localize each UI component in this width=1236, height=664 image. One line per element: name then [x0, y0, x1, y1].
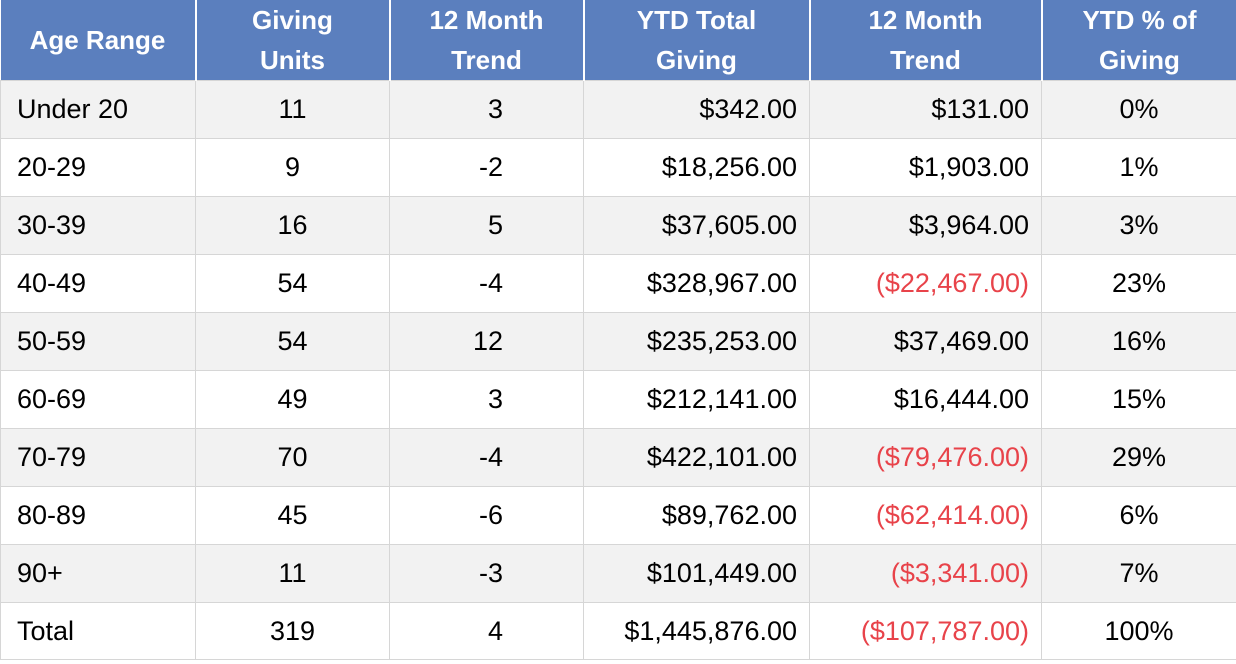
- header-giving-units: Giving Units: [195, 0, 391, 81]
- header-ytd-percent-of-giving: YTD % of Giving: [1041, 0, 1236, 81]
- header-12-month-trend: 12 Month Trend: [389, 0, 585, 81]
- header-text-line: Age Range: [29, 25, 166, 55]
- table-row: Total 319 4 $1,445,876.00 ($107,787.00) 100%: [0, 602, 1236, 660]
- header-text-line: Giving: [1099, 45, 1180, 75]
- cell-12-month-trend: -4: [389, 254, 584, 313]
- cell-ytd-total-giving: $18,256.00: [583, 138, 810, 197]
- header-text-line: YTD % of: [1082, 5, 1197, 35]
- table-row: Under 20 11 3 $342.00 $131.00 0%: [0, 80, 1236, 139]
- cell-ytd-total-giving: $89,762.00: [583, 486, 810, 545]
- cell-12-month-trend: -3: [389, 544, 584, 603]
- cell-12-month-trend-amount: $16,444.00: [809, 370, 1042, 429]
- cell-giving-units: 54: [195, 254, 390, 313]
- cell-ytd-total-giving: $212,141.00: [583, 370, 810, 429]
- cell-ytd-total-giving: $328,967.00: [583, 254, 810, 313]
- cell-12-month-trend-amount: $1,903.00: [809, 138, 1042, 197]
- table-row: 80-89 45 -6 $89,762.00 ($62,414.00) 6%: [0, 486, 1236, 545]
- header-12-month-trend-amount: 12 Month Trend: [809, 0, 1043, 81]
- cell-12-month-trend-amount: $131.00: [809, 80, 1042, 139]
- cell-ytd-percent: 15%: [1041, 370, 1236, 429]
- cell-ytd-total-giving: $37,605.00: [583, 196, 810, 255]
- table-row: 20-29 9 -2 $18,256.00 $1,903.00 1%: [0, 138, 1236, 197]
- table-header: Age Range Giving Units 12 Month Trend YTD Tot…: [0, 0, 1236, 81]
- cell-giving-units: 319: [195, 602, 390, 660]
- header-age-range: Age Range: [0, 0, 197, 81]
- cell-ytd-percent: 16%: [1041, 312, 1236, 371]
- header-text-line: 12 Month: [868, 5, 983, 35]
- cell-ytd-percent: 0%: [1041, 80, 1236, 139]
- cell-age-range: 30-39: [0, 196, 196, 255]
- table-row: 90+ 11 -3 $101,449.00 ($3,341.00) 7%: [0, 544, 1236, 603]
- table-body: Under 20 11 3 $342.00 $131.00 0% 20-29 9 -2 $18,2…: [0, 80, 1236, 660]
- header-text-line: YTD Total: [636, 5, 757, 35]
- cell-giving-units: 54: [195, 312, 390, 371]
- cell-ytd-percent: 7%: [1041, 544, 1236, 603]
- cell-age-range: Under 20: [0, 80, 196, 139]
- cell-12-month-trend-amount: ($62,414.00): [809, 486, 1042, 545]
- cell-ytd-percent: 3%: [1041, 196, 1236, 255]
- cell-12-month-trend-amount: ($79,476.00): [809, 428, 1042, 487]
- cell-giving-units: 70: [195, 428, 390, 487]
- cell-ytd-percent: 23%: [1041, 254, 1236, 313]
- cell-12-month-trend-amount: ($3,341.00): [809, 544, 1042, 603]
- cell-age-range: 40-49: [0, 254, 196, 313]
- cell-ytd-percent: 100%: [1041, 602, 1236, 660]
- cell-12-month-trend: -4: [389, 428, 584, 487]
- cell-age-range: 70-79: [0, 428, 196, 487]
- header-text-line: Giving: [656, 45, 737, 75]
- cell-giving-units: 11: [195, 544, 390, 603]
- cell-12-month-trend: 3: [389, 80, 584, 139]
- cell-ytd-total-giving: $422,101.00: [583, 428, 810, 487]
- cell-ytd-percent: 29%: [1041, 428, 1236, 487]
- cell-giving-units: 11: [195, 80, 390, 139]
- cell-ytd-total-giving: $342.00: [583, 80, 810, 139]
- cell-age-range: 60-69: [0, 370, 196, 429]
- header-ytd-total-giving: YTD Total Giving: [583, 0, 811, 81]
- cell-12-month-trend-amount: ($107,787.00): [809, 602, 1042, 660]
- table-row: 30-39 16 5 $37,605.00 $3,964.00 3%: [0, 196, 1236, 255]
- header-text-line: Trend: [451, 45, 522, 75]
- header-text-line: Units: [260, 45, 325, 75]
- table-row: 70-79 70 -4 $422,101.00 ($79,476.00) 29%: [0, 428, 1236, 487]
- cell-12-month-trend: -6: [389, 486, 584, 545]
- cell-ytd-total-giving: $101,449.00: [583, 544, 810, 603]
- cell-ytd-percent: 1%: [1041, 138, 1236, 197]
- cell-age-range: 80-89: [0, 486, 196, 545]
- cell-ytd-percent: 6%: [1041, 486, 1236, 545]
- cell-giving-units: 49: [195, 370, 390, 429]
- cell-12-month-trend: 12: [389, 312, 584, 371]
- cell-giving-units: 16: [195, 196, 390, 255]
- cell-12-month-trend-amount: $37,469.00: [809, 312, 1042, 371]
- cell-12-month-trend: 5: [389, 196, 584, 255]
- table-row: 40-49 54 -4 $328,967.00 ($22,467.00) 23%: [0, 254, 1236, 313]
- cell-age-range: 50-59: [0, 312, 196, 371]
- table-row: 50-59 54 12 $235,253.00 $37,469.00 16%: [0, 312, 1236, 371]
- cell-ytd-total-giving: $1,445,876.00: [583, 602, 810, 660]
- cell-ytd-total-giving: $235,253.00: [583, 312, 810, 371]
- cell-12-month-trend: 3: [389, 370, 584, 429]
- cell-12-month-trend-amount: $3,964.00: [809, 196, 1042, 255]
- cell-12-month-trend: 4: [389, 602, 584, 660]
- cell-12-month-trend-amount: ($22,467.00): [809, 254, 1042, 313]
- cell-age-range: 20-29: [0, 138, 196, 197]
- cell-age-range: 90+: [0, 544, 196, 603]
- header-text-line: 12 Month: [429, 5, 544, 35]
- header-row: Age Range Giving Units 12 Month Trend YTD Tot…: [0, 0, 1236, 81]
- cell-12-month-trend: -2: [389, 138, 584, 197]
- table-row: 60-69 49 3 $212,141.00 $16,444.00 15%: [0, 370, 1236, 429]
- header-text-line: Trend: [890, 45, 961, 75]
- cell-age-range: Total: [0, 602, 196, 660]
- header-text-line: Giving: [252, 5, 333, 35]
- cell-giving-units: 9: [195, 138, 390, 197]
- cell-giving-units: 45: [195, 486, 390, 545]
